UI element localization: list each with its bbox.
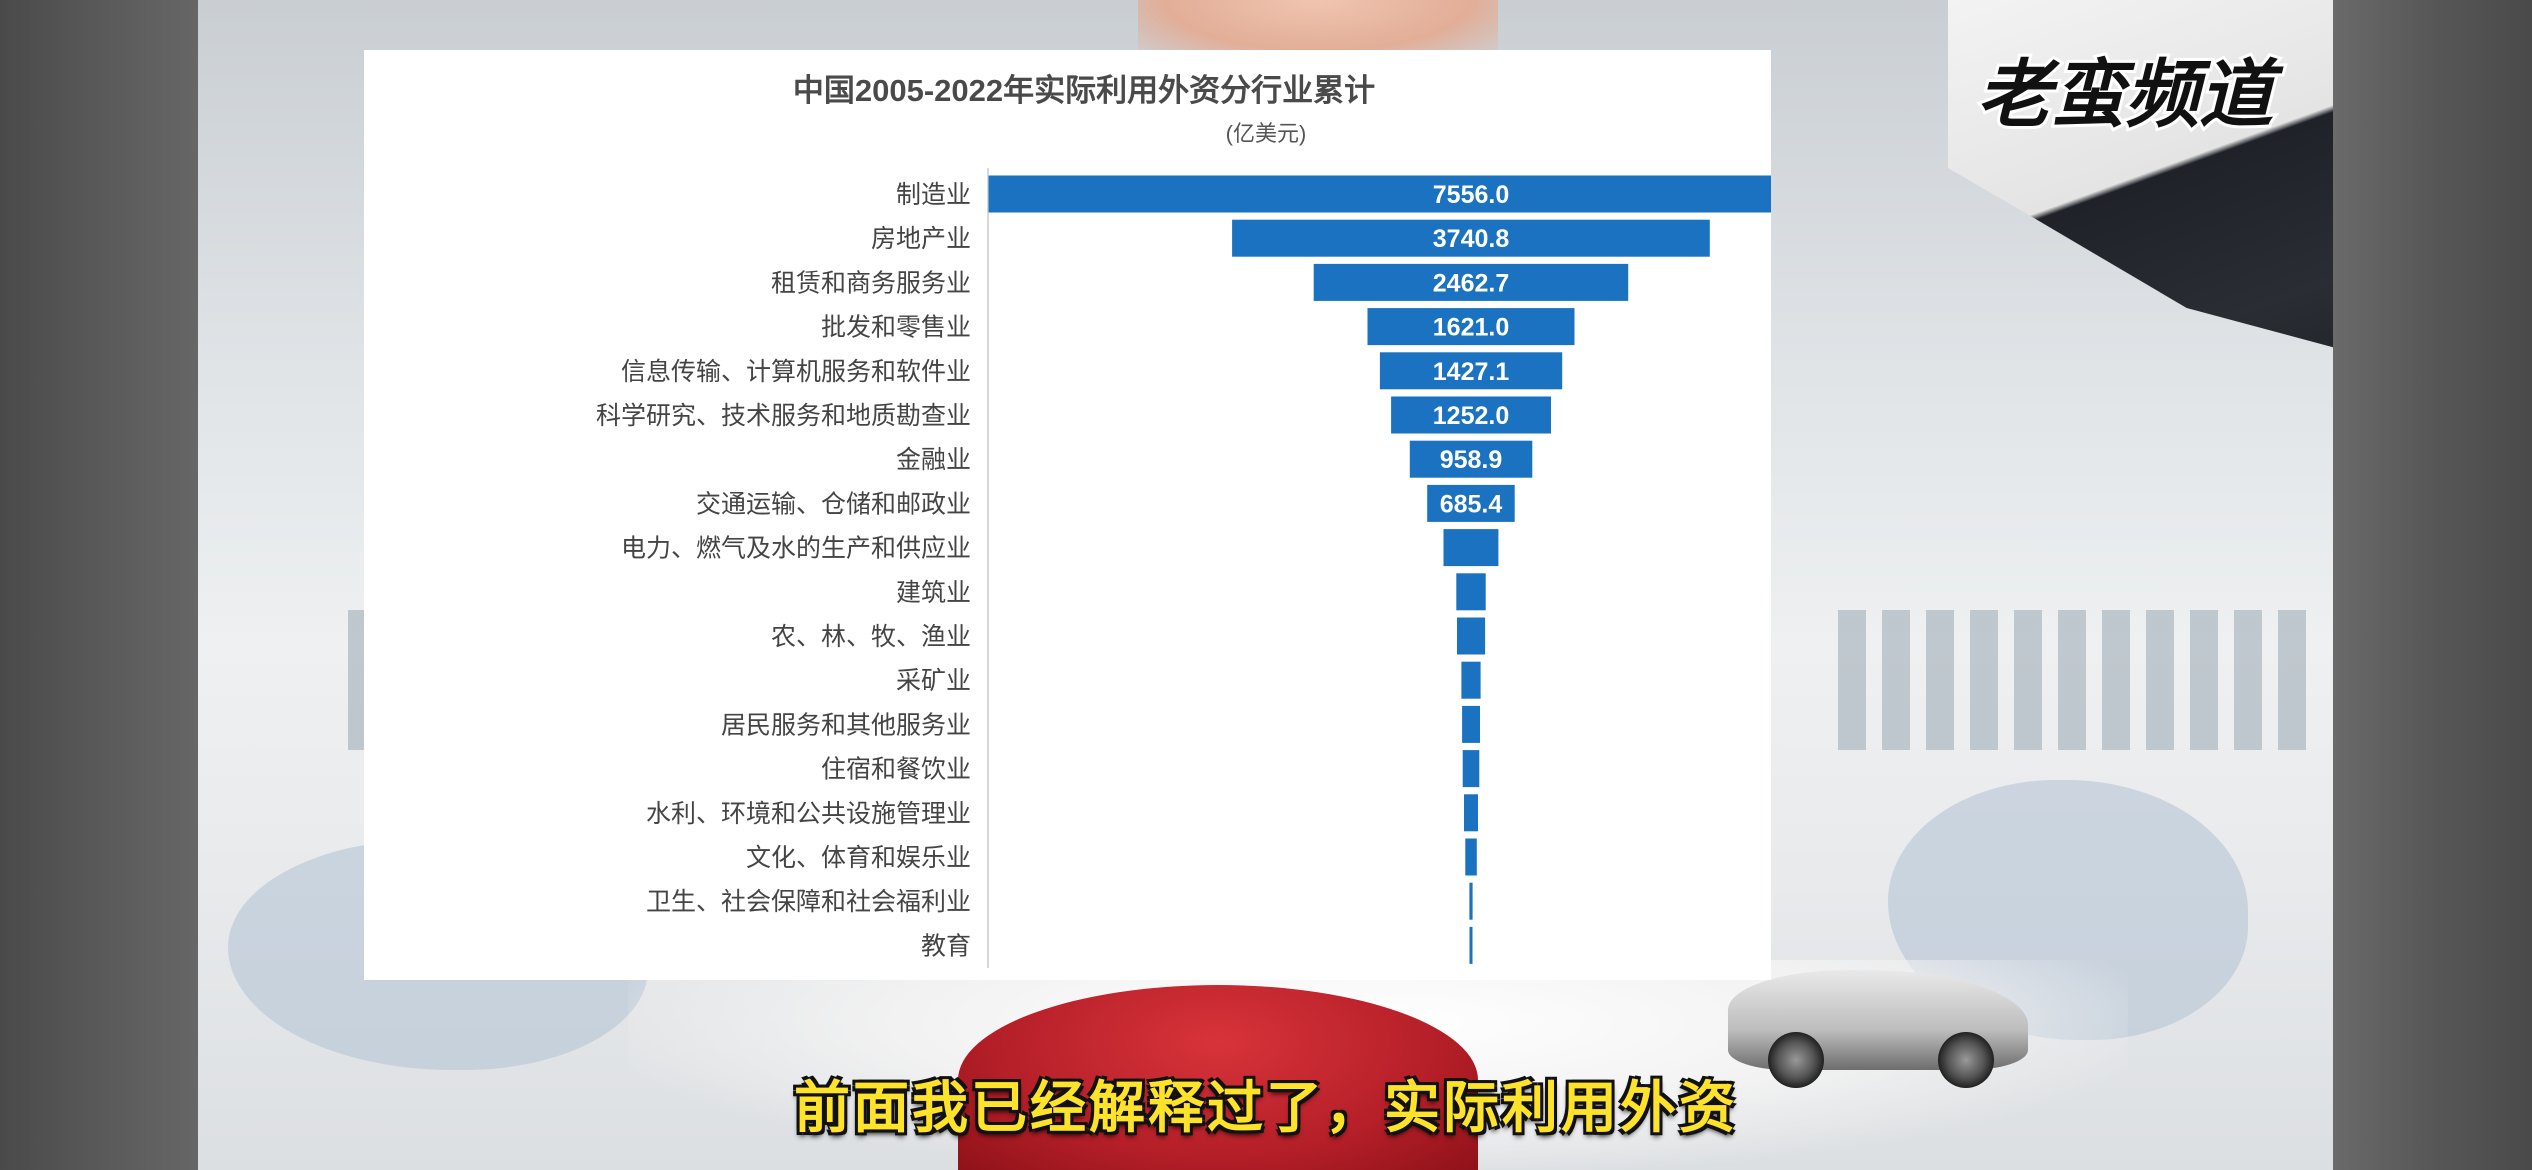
bar-value-label: 2462.7 [1433, 269, 1509, 297]
category-label: 信息传输、计算机服务和软件业 [621, 358, 971, 386]
category-label: 批发和零售业 [821, 314, 971, 342]
category-label: 采矿业 [896, 667, 971, 695]
category-label: 金融业 [896, 446, 971, 474]
category-label: 房地产业 [871, 225, 971, 253]
bar-value-label: 1252.0 [1433, 402, 1509, 430]
bar [1462, 750, 1480, 788]
bar [988, 175, 1771, 213]
category-label: 制造业 [896, 181, 971, 209]
channel-logo-text: 老蛮频道 [1977, 52, 2284, 138]
bars-group: 制造业 7556.0 房地产业 3740.8 租赁和商务服务业 2462.7 批发和零售业 1… [596, 175, 1771, 964]
bar-value-label: 3740.8 [1433, 225, 1510, 253]
category-label: 教育 [921, 932, 971, 960]
left-letterbox [0, 0, 198, 1170]
video-caption: 前面我已经解释过了，实际利用外资 [794, 1075, 1738, 1141]
bar [1313, 263, 1629, 301]
category-label: 水利、环境和公共设施管理业 [646, 800, 971, 828]
bar [1379, 352, 1563, 390]
bar [1461, 661, 1481, 699]
category-label: 电力、燃气及水的生产和供应业 [621, 535, 971, 563]
bar [1465, 838, 1477, 876]
bar [1462, 705, 1480, 743]
bar-value-label: 958.9 [1440, 446, 1503, 474]
category-label: 建筑业 [896, 579, 971, 607]
bar [1469, 882, 1473, 920]
car-wheel [1938, 1032, 1994, 1088]
chart-panel: 中国2005-2022年实际利用外资分行业累计 (亿美元) 制造业 7556.0 房… [364, 50, 1771, 980]
bar [1443, 529, 1499, 567]
bar [1367, 308, 1575, 346]
bar [1469, 926, 1473, 964]
bar-value-label: 685.4 [1440, 490, 1503, 518]
category-label: 交通运输、仓储和邮政业 [696, 490, 971, 518]
bar-value-label: 1427.1 [1433, 358, 1510, 386]
bar [1391, 396, 1551, 434]
bar [1232, 219, 1710, 257]
channel-watermark-logo: 老蛮频道 [1974, 49, 2287, 141]
background-skyline-right [1838, 610, 2318, 750]
category-label: 科学研究、技术服务和地质勘查业 [596, 402, 971, 430]
category-label: 文化、体育和娱乐业 [746, 844, 971, 872]
bar [1427, 484, 1515, 522]
background-red-object [958, 985, 1478, 1170]
bar [1456, 573, 1486, 611]
bar [1464, 794, 1478, 832]
chart-title: 中国2005-2022年实际利用外资分行业累计 [793, 73, 1375, 108]
bar [1409, 440, 1533, 478]
category-label: 租赁和商务服务业 [771, 269, 971, 297]
bar [1457, 617, 1486, 655]
category-label: 农、林、牧、渔业 [771, 623, 971, 651]
category-label: 居民服务和其他服务业 [721, 711, 971, 739]
car-wheel [1768, 1032, 1824, 1088]
category-label: 卫生、社会保障和社会福利业 [646, 888, 971, 916]
chart-subtitle: (亿美元) [1226, 121, 1307, 146]
bar-value-label: 1621.0 [1433, 314, 1509, 342]
background-car [1728, 970, 2028, 1088]
funnel-bar-chart: 中国2005-2022年实际利用外资分行业累计 (亿美元) 制造业 7556.0 房… [596, 73, 1771, 968]
category-label: 住宿和餐饮业 [821, 756, 971, 784]
bar-value-label: 7556.0 [1433, 181, 1509, 209]
right-letterbox [2333, 0, 2532, 1170]
